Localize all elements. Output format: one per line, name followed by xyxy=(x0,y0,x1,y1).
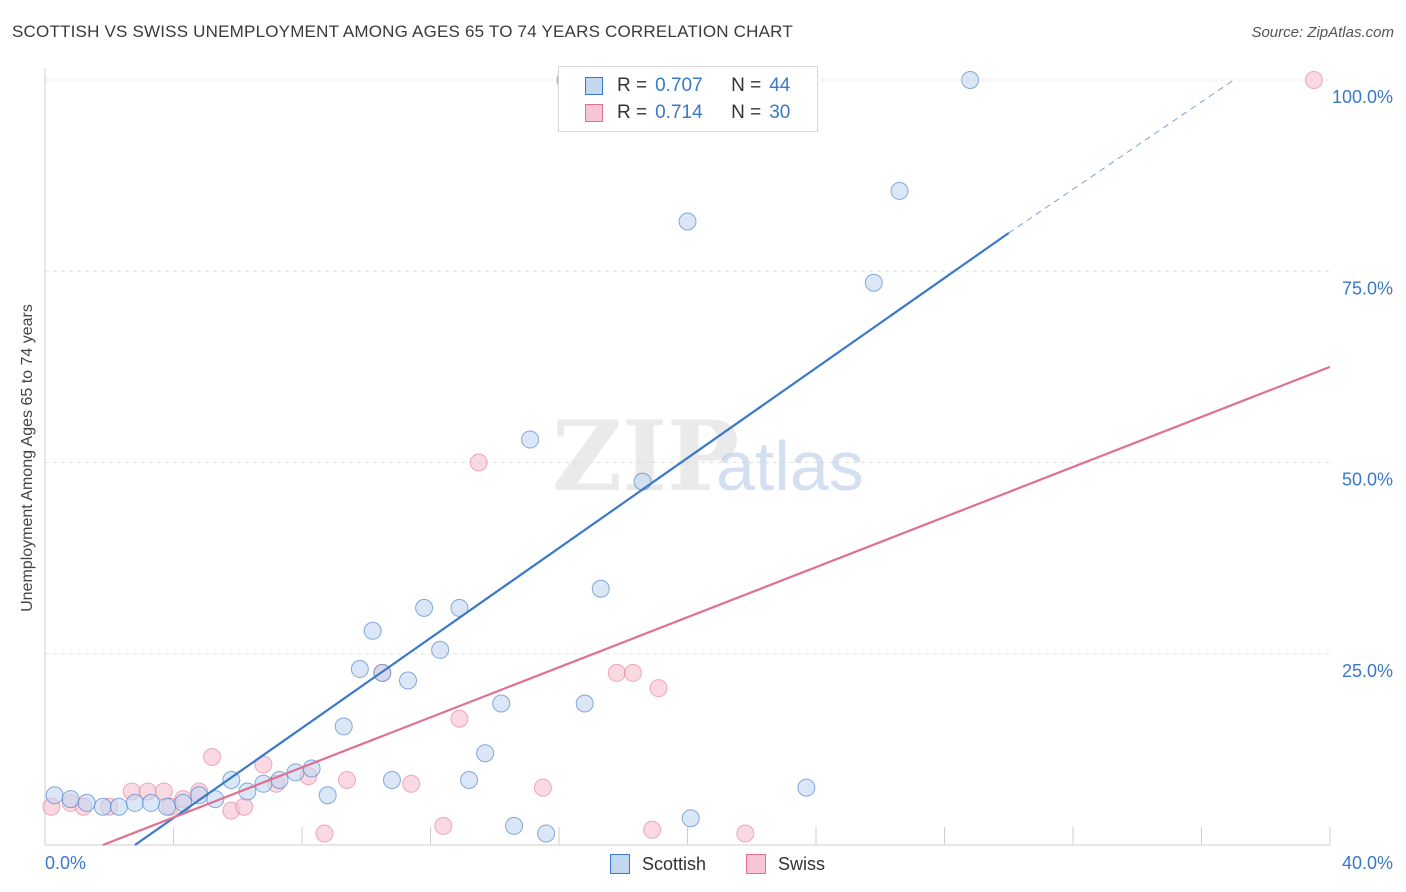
bottom-legend-scottish: Scottish xyxy=(610,852,706,876)
scottish-point xyxy=(142,793,161,812)
bottom-swiss-swatch xyxy=(746,854,766,874)
scottish-point xyxy=(350,660,369,679)
y-tick-label: 75.0% xyxy=(1342,278,1393,298)
scottish-n-value: 44 xyxy=(769,75,791,96)
scottish-point xyxy=(77,793,96,812)
scottish-point xyxy=(797,778,816,797)
swiss-point xyxy=(434,816,453,835)
tick-labels: 25.0% 50.0% 75.0% 100.0% 0.0% 40.0% xyxy=(45,87,1393,873)
swiss-point xyxy=(607,663,626,682)
scottish-swatch xyxy=(585,77,603,95)
scottish-point xyxy=(93,797,112,816)
chart-title: SCOTTISH VS SWISS UNEMPLOYMENT AMONG AGE… xyxy=(12,22,793,41)
y-tick-label: 50.0% xyxy=(1342,470,1393,490)
source-label: Source: ZipAtlas.com xyxy=(1251,24,1394,41)
trend-lines xyxy=(102,79,1331,847)
scottish-trend-extension xyxy=(1008,79,1234,234)
scottish-point xyxy=(890,181,909,200)
swiss-point xyxy=(736,824,755,843)
swiss-point xyxy=(315,824,334,843)
swiss-point xyxy=(203,748,222,767)
bottom-scottish-swatch xyxy=(610,854,630,874)
swiss-trend-line xyxy=(102,365,1331,847)
scottish-point xyxy=(678,212,697,231)
scottish-point xyxy=(476,744,495,763)
scottish-point xyxy=(521,430,540,449)
scottish-point xyxy=(158,797,177,816)
legend-row-scottish: R = 0.707 N = 44 xyxy=(585,74,790,98)
swiss-point xyxy=(469,453,488,472)
scottish-point xyxy=(431,640,450,659)
scottish-r-label: R = xyxy=(617,75,648,96)
scottish-trend-line xyxy=(134,232,1010,846)
scottish-point xyxy=(450,598,469,617)
y-tick-label: 25.0% xyxy=(1342,661,1393,681)
swiss-point xyxy=(649,679,668,698)
swiss-point xyxy=(337,770,356,789)
bottom-legend-swiss: Swiss xyxy=(746,852,825,876)
scottish-point xyxy=(460,770,479,789)
scottish-point xyxy=(492,694,511,713)
swiss-point xyxy=(1304,71,1323,89)
swiss-point xyxy=(533,778,552,797)
scottish-point xyxy=(681,809,700,828)
y-tick-label: 100.0% xyxy=(1332,87,1393,107)
scottish-point xyxy=(575,694,594,713)
scottish-point xyxy=(633,472,652,491)
swiss-point xyxy=(643,820,662,839)
swiss-r-value: 0.714 xyxy=(655,102,703,123)
scottish-point xyxy=(174,793,193,812)
scottish-point xyxy=(864,273,883,292)
scottish-point xyxy=(363,621,382,640)
axes xyxy=(44,68,1331,846)
gridlines xyxy=(45,79,1330,655)
scottish-point xyxy=(382,770,401,789)
y-axis-label: Unemployment Among Ages 65 to 74 years xyxy=(19,304,36,612)
scottish-point xyxy=(125,793,144,812)
swiss-r-label: R = xyxy=(617,102,648,123)
swiss-point xyxy=(235,797,254,816)
scottish-point xyxy=(45,786,64,805)
scottish-point xyxy=(415,598,434,617)
scottish-point xyxy=(318,786,337,805)
scottish-point xyxy=(961,71,980,89)
scottish-r-value: 0.707 xyxy=(655,75,703,96)
bottom-swiss-label: Swiss xyxy=(778,853,826,874)
scottish-point xyxy=(505,816,524,835)
swiss-point xyxy=(623,663,642,682)
bottom-scottish-label: Scottish xyxy=(642,853,707,874)
scottish-points xyxy=(45,71,980,843)
scottish-point xyxy=(399,671,418,690)
watermark-atlas: atlas xyxy=(716,427,864,505)
scottish-point xyxy=(61,790,80,809)
scottish-point xyxy=(109,797,128,816)
x-tick-label: 40.0% xyxy=(1342,853,1393,873)
scottish-n-label: N = xyxy=(731,75,762,96)
scottish-point xyxy=(334,717,353,736)
swiss-n-value: 30 xyxy=(769,102,791,123)
watermark-zip: ZIP xyxy=(552,400,739,513)
swiss-n-label: N = xyxy=(731,102,762,123)
scottish-point xyxy=(591,579,610,598)
scottish-point xyxy=(537,824,556,843)
swiss-point xyxy=(450,709,469,728)
x-tick-label: 0.0% xyxy=(45,853,86,873)
swiss-swatch xyxy=(585,104,603,122)
swiss-point xyxy=(402,774,421,793)
legend-row-swiss: R = 0.714 N = 30 xyxy=(585,101,790,125)
correlation-legend: R = 0.707 N = 44 R = 0.714 N = 30 xyxy=(558,66,818,132)
